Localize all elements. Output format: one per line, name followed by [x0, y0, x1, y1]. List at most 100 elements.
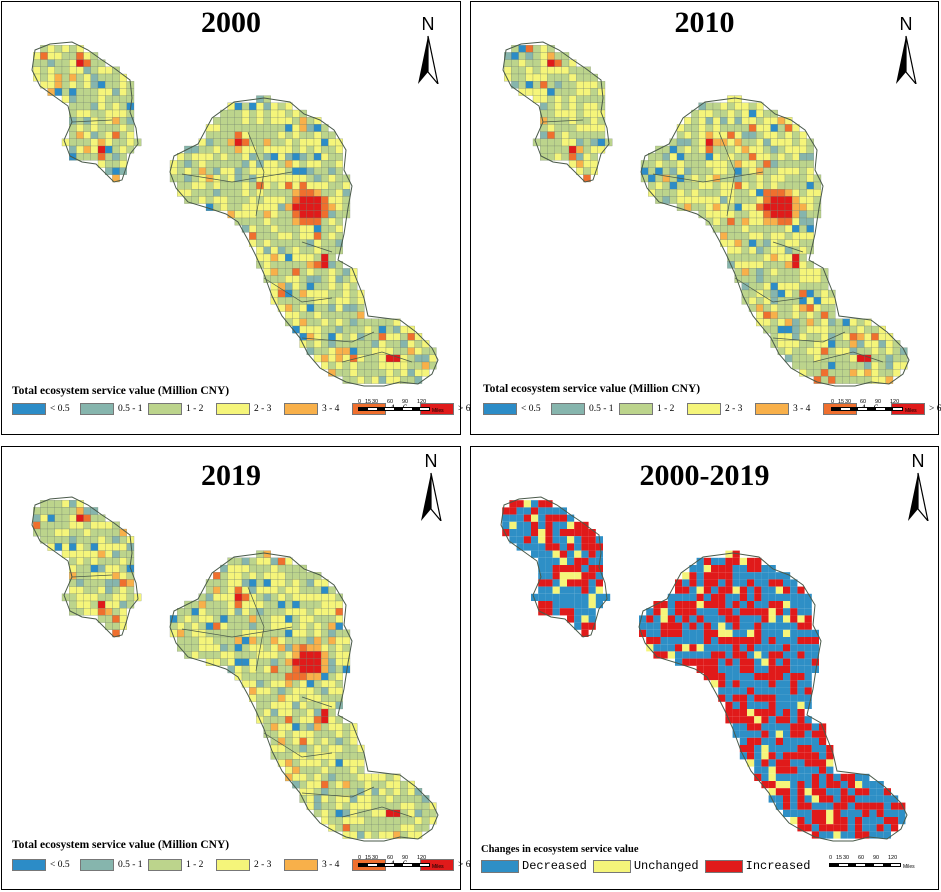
- grid-cell: [552, 550, 560, 558]
- grid-cell: [792, 225, 800, 233]
- grid-cell: [711, 680, 719, 688]
- grid-cell: [321, 225, 329, 233]
- grid-cell: [69, 507, 77, 515]
- grid-cell: [741, 102, 750, 111]
- grid-cell: [313, 268, 322, 276]
- grid-cell: [328, 600, 336, 609]
- grid-cell: [770, 167, 778, 175]
- grid-cell: [119, 557, 127, 566]
- grid-cell: [653, 615, 661, 623]
- grid-cell: [797, 752, 805, 760]
- grid-cell: [177, 181, 185, 190]
- grid-cell: [761, 687, 769, 695]
- grid-cell: [285, 658, 293, 666]
- grid-cell: [653, 601, 661, 609]
- grid-cell: [357, 369, 365, 377]
- grid-cell: [891, 809, 899, 817]
- grid-cell: [840, 824, 848, 832]
- legend-item: < 0.5: [12, 403, 74, 415]
- grid-cell: [804, 773, 812, 781]
- grid-cell: [581, 622, 589, 630]
- grid-cell: [761, 644, 769, 652]
- grid-cell: [835, 333, 843, 341]
- grid-cell: [732, 644, 740, 652]
- grid-cell: [862, 773, 870, 781]
- grid-cell: [335, 773, 343, 782]
- grid-cell: [732, 716, 740, 724]
- grid-cell: [97, 138, 106, 147]
- grid-cell: [277, 261, 286, 269]
- grid-cell: [241, 102, 250, 111]
- grid-cell: [342, 189, 351, 197]
- grid-cell: [263, 586, 271, 594]
- grid-cell: [545, 557, 553, 565]
- grid-cell: [756, 304, 764, 312]
- grid-cell: [689, 586, 697, 594]
- grid-cell: [61, 95, 70, 103]
- grid-cell: [292, 268, 300, 276]
- grid-cell: [761, 745, 769, 753]
- grid-cell: [306, 325, 315, 334]
- grid-cell: [538, 601, 546, 609]
- grid-cell: [705, 109, 714, 118]
- grid-cell: [849, 318, 858, 327]
- grid-cell: [270, 225, 279, 233]
- grid-cell: [220, 636, 228, 645]
- grid-cell: [712, 203, 721, 211]
- grid-cell: [689, 593, 697, 601]
- grid-cell: [306, 225, 315, 233]
- grid-cell: [321, 636, 329, 645]
- grid-cell: [191, 615, 199, 623]
- grid-cell: [741, 167, 750, 175]
- grid-cell: [754, 658, 762, 666]
- grid-cell: [83, 514, 91, 522]
- grid-cell: [184, 636, 192, 645]
- grid-cell: [47, 521, 55, 530]
- grid-cell: [712, 138, 721, 147]
- legend-item: 0.5 - 1: [80, 859, 143, 871]
- grid-cell: [378, 773, 387, 782]
- grid-cell: [270, 694, 279, 702]
- grid-cell: [263, 716, 271, 724]
- grid-cell: [826, 802, 834, 810]
- grid-cell: [718, 572, 726, 580]
- grid-cell: [292, 304, 300, 312]
- grid-cell: [777, 174, 786, 183]
- legend-label: 3 - 4: [793, 404, 811, 414]
- grid-cell: [725, 579, 733, 587]
- grid-cell: [756, 203, 764, 211]
- grid-cell: [739, 601, 747, 609]
- grid-cell: [828, 369, 836, 377]
- grid-cell: [518, 73, 526, 82]
- grid-cell: [342, 361, 351, 370]
- grid-cell: [126, 550, 135, 558]
- grid-cell: [775, 752, 783, 760]
- map-panel-2010: 2010 N Total ecosystem service value (Mi…: [470, 1, 941, 435]
- grid-cell: [676, 189, 685, 197]
- grid-cell: [220, 131, 228, 139]
- grid-cell: [277, 672, 286, 681]
- grid-cell: [790, 730, 798, 738]
- grid-cell: [270, 189, 279, 197]
- grid-cell: [256, 593, 264, 602]
- grid-cell: [727, 217, 735, 226]
- grid-cell: [734, 124, 742, 132]
- legend-item: > 6: [420, 403, 482, 415]
- grid-cell: [76, 593, 84, 602]
- grid-cell: [328, 636, 336, 645]
- grid-cell: [40, 528, 48, 537]
- grid-cell: [306, 138, 315, 147]
- grid-cell: [328, 730, 336, 738]
- grid-cell: [328, 759, 336, 767]
- grid-cell: [270, 138, 279, 147]
- grid-cell: [835, 376, 843, 384]
- north-arrow-icon: N: [891, 14, 921, 84]
- grid-cell: [799, 153, 807, 161]
- grid-cell: [263, 196, 271, 204]
- grid-cell: [328, 780, 336, 789]
- grid-cell: [797, 737, 805, 745]
- county-boundary: [181, 171, 293, 183]
- grid-cell: [770, 203, 778, 211]
- grid-cell: [285, 160, 293, 168]
- grid-cell: [61, 514, 70, 522]
